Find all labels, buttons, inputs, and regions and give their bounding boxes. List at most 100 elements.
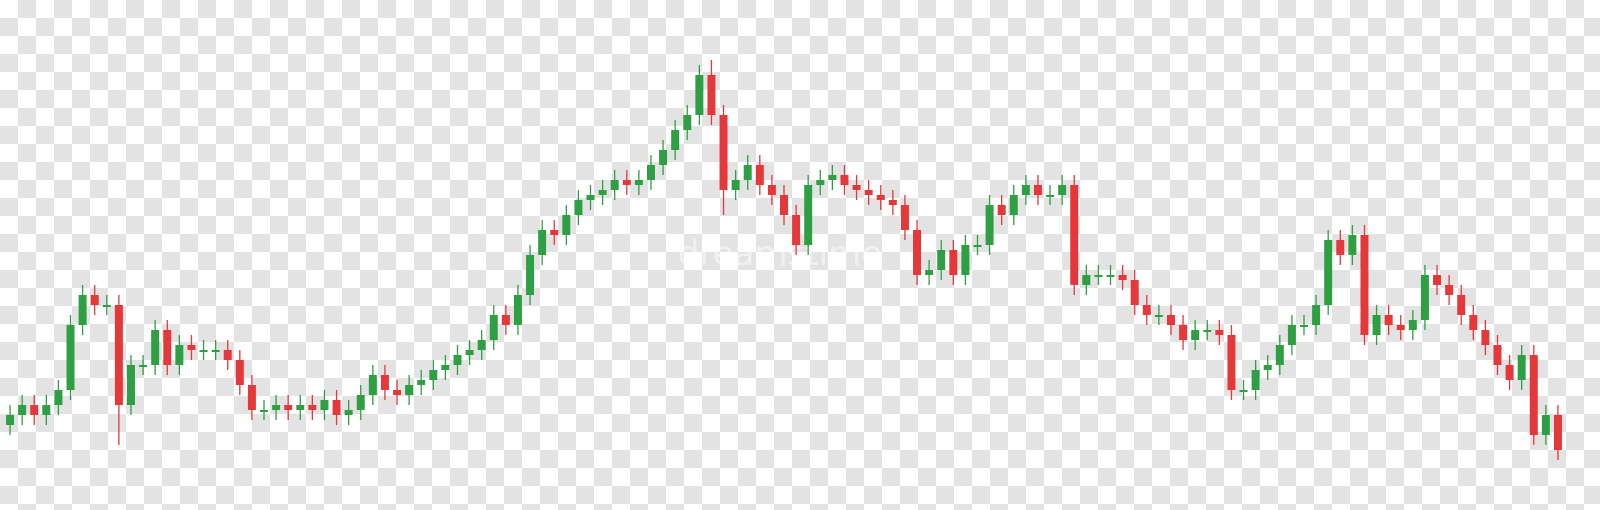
candle-body: [1251, 370, 1260, 390]
candle-body: [489, 315, 498, 340]
candle-body: [320, 400, 329, 410]
candle-body: [1239, 390, 1248, 392]
candle-body: [1396, 325, 1405, 330]
candle-body: [1227, 335, 1236, 390]
candle-body: [66, 325, 75, 390]
candle-body: [598, 190, 607, 195]
candle-body: [671, 130, 680, 150]
candle-body: [852, 185, 861, 190]
candle-body: [1541, 415, 1550, 435]
candle-body: [1469, 315, 1478, 330]
candle-body: [405, 385, 414, 395]
candle-body: [550, 230, 559, 235]
candle-body: [1517, 355, 1526, 380]
candle-body: [1408, 320, 1417, 330]
candle-body: [501, 315, 510, 325]
candle-body: [6, 415, 15, 425]
candle-body: [175, 345, 184, 365]
candle-body: [1215, 330, 1224, 335]
candle-body: [610, 180, 619, 190]
candle-body: [864, 190, 873, 195]
candle-body: [393, 390, 402, 395]
candle-body: [973, 245, 982, 247]
candle-body: [126, 365, 135, 405]
candle-body: [54, 390, 63, 405]
candle-body: [767, 185, 776, 195]
candle-body: [634, 180, 643, 185]
candle-body: [731, 180, 740, 190]
candle-body: [139, 365, 148, 367]
candle-body: [1166, 315, 1175, 325]
candle-body: [1009, 195, 1018, 215]
candle-body: [1300, 325, 1308, 327]
candle-body: [828, 175, 837, 180]
candle-body: [925, 270, 934, 275]
candle-body: [1324, 240, 1333, 305]
candle-body: [1154, 315, 1163, 317]
candle-body: [368, 375, 377, 395]
candle-body: [235, 360, 244, 385]
candle-body: [840, 175, 849, 185]
candle-body: [526, 255, 535, 295]
candle-body: [538, 230, 547, 255]
candle-body: [1033, 185, 1042, 195]
candle-body: [1553, 415, 1562, 450]
candle-body: [780, 195, 788, 215]
candle-body: [1118, 275, 1127, 280]
candle-body: [755, 165, 764, 185]
candle-body: [562, 215, 571, 235]
candle-body: [1203, 330, 1212, 332]
candle-body: [18, 405, 27, 415]
candle-body: [1445, 285, 1454, 295]
candle-body: [913, 230, 922, 275]
candle-body: [1287, 325, 1296, 345]
candle-body: [695, 75, 704, 115]
candle-body: [1130, 280, 1139, 305]
candle-body: [804, 185, 813, 245]
candle-body: [1505, 365, 1514, 380]
candle-body: [743, 165, 752, 180]
candle-body: [344, 410, 353, 415]
candle-body: [1106, 275, 1115, 277]
candle-body: [163, 330, 172, 365]
candle-body: [1263, 365, 1272, 370]
candle-body: [1348, 235, 1357, 255]
candle-body: [332, 400, 341, 415]
candle-body: [30, 405, 39, 415]
candle-body: [683, 115, 692, 130]
candle-body: [1360, 235, 1369, 335]
candle-body: [1493, 345, 1502, 365]
candle-body: [985, 205, 994, 245]
candle-body: [465, 350, 474, 355]
candle-body: [574, 200, 583, 215]
candle-body: [90, 295, 99, 305]
candle-body: [1529, 355, 1538, 435]
candle-body: [417, 380, 426, 385]
candle-body: [1179, 325, 1188, 340]
candle-body: [1312, 305, 1321, 325]
candle-body: [477, 340, 486, 350]
candle-body: [42, 405, 51, 415]
candle-body: [961, 245, 970, 275]
candle-body: [296, 405, 305, 410]
candle-body: [356, 395, 365, 410]
candle-body: [792, 215, 801, 245]
candle-body: [1457, 295, 1466, 315]
candle-body: [1058, 185, 1067, 195]
candle-body: [78, 295, 87, 325]
candle-body: [223, 350, 232, 360]
candle-body: [247, 385, 256, 410]
candle-body: [646, 165, 655, 180]
candle-body: [441, 365, 450, 370]
candle-body: [102, 305, 111, 307]
candle-body: [1070, 185, 1079, 285]
candle-body: [453, 355, 462, 365]
candle-body: [429, 370, 438, 380]
candle-body: [1142, 305, 1151, 315]
candle-body: [949, 250, 958, 275]
candle-body: [586, 195, 595, 200]
candle-body: [308, 405, 317, 410]
candle-body: [1372, 315, 1381, 335]
